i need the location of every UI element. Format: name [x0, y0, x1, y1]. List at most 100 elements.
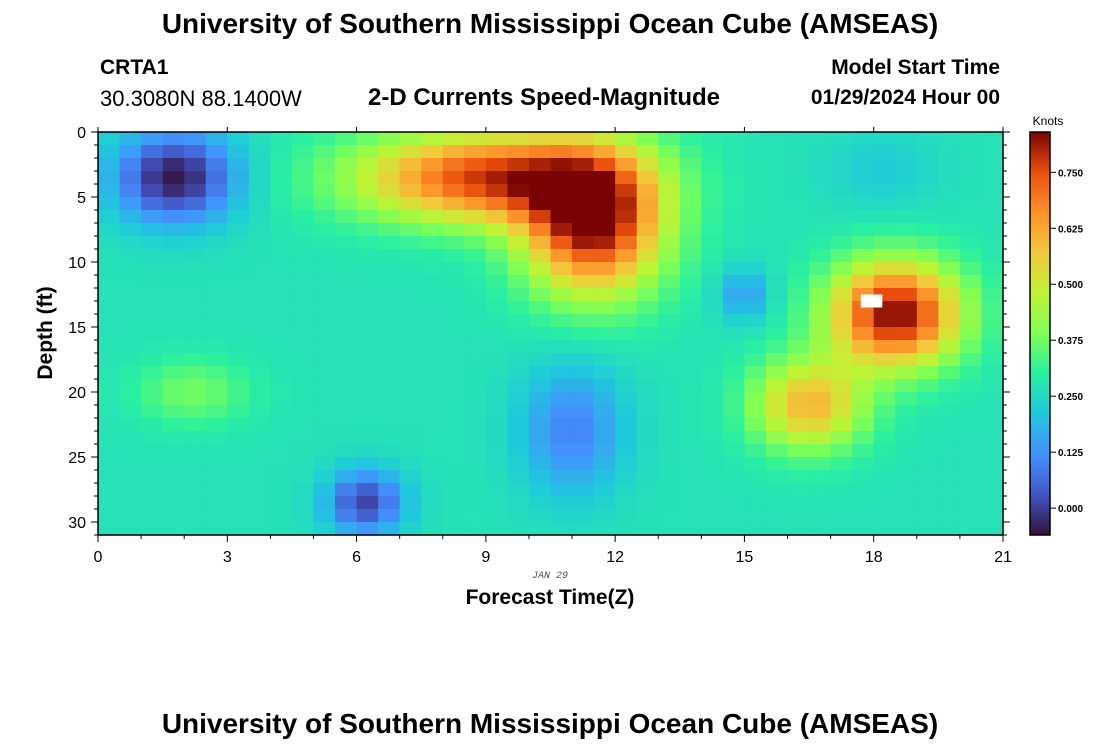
heatmap-cell: [98, 314, 121, 328]
heatmap-cell: [722, 314, 746, 328]
heatmap-cell: [141, 353, 164, 367]
heatmap-cell: [636, 405, 659, 419]
heatmap-cell: [895, 314, 918, 328]
heatmap-cell: [162, 223, 185, 237]
heatmap-cell: [701, 145, 724, 159]
heatmap-cell: [722, 262, 746, 276]
heatmap-cell: [895, 236, 918, 250]
heatmap-cell: [572, 444, 595, 458]
heatmap-cell: [809, 158, 832, 172]
heatmap-cell: [852, 431, 875, 445]
heatmap-cell: [399, 184, 422, 198]
heatmap-cell: [184, 392, 207, 406]
heatmap-cell: [98, 457, 121, 471]
heatmap-cell: [421, 470, 444, 484]
x-tick-label: 6: [352, 549, 361, 566]
heatmap-cell: [830, 431, 853, 445]
heatmap-cell: [615, 210, 638, 224]
heatmap-cell: [141, 145, 164, 159]
heatmap-cell: [852, 522, 875, 536]
heatmap-cell: [636, 301, 659, 315]
heatmap-cell: [722, 288, 746, 302]
heatmap-cell: [270, 314, 293, 328]
heatmap-cell: [895, 470, 918, 484]
heatmap-cell: [141, 184, 164, 198]
heatmap-cell: [658, 301, 681, 315]
heatmap-cell: [162, 158, 185, 172]
heatmap-cell: [830, 197, 853, 211]
heatmap-cell: [959, 210, 983, 224]
heatmap-cell: [636, 145, 659, 159]
heatmap-cell: [399, 379, 422, 393]
heatmap-cell: [593, 223, 616, 237]
heatmap-cell: [507, 145, 530, 159]
heatmap-cell: [744, 353, 767, 367]
heatmap-cell: [959, 171, 983, 185]
heatmap-cell: [335, 431, 358, 445]
heatmap-cell: [442, 470, 465, 484]
heatmap-cell: [485, 145, 509, 159]
heatmap-cell: [270, 132, 293, 146]
heatmap-cell: [550, 366, 573, 380]
heatmap-cell: [378, 275, 401, 289]
heatmap-cell: [227, 483, 250, 497]
heatmap-cell: [916, 522, 939, 536]
heatmap-cell: [615, 145, 638, 159]
heatmap-cell: [227, 405, 250, 419]
heatmap-cell: [658, 392, 681, 406]
heatmap-cell: [981, 262, 1004, 276]
heatmap-cell: [787, 275, 810, 289]
heatmap-cell: [658, 418, 681, 432]
heatmap-cell: [593, 275, 616, 289]
heatmap-cell: [959, 184, 983, 198]
heatmap-cell: [636, 483, 659, 497]
heatmap-cell: [528, 418, 552, 432]
heatmap-cell: [399, 327, 422, 341]
heatmap-cell: [119, 418, 142, 432]
heatmap-cell: [485, 275, 509, 289]
heatmap-cell: [421, 483, 444, 497]
heatmap-cell: [421, 223, 444, 237]
heatmap-cell: [765, 431, 789, 445]
heatmap-cell: [636, 262, 659, 276]
heatmap-cell: [356, 158, 379, 172]
heatmap-cell: [291, 470, 315, 484]
heatmap-cell: [291, 509, 315, 523]
heatmap-cell: [141, 249, 164, 263]
heatmap-cell: [356, 522, 379, 536]
heatmap-cell: [507, 353, 530, 367]
heatmap-cell: [442, 366, 465, 380]
heatmap-cell: [873, 210, 896, 224]
heatmap-cell: [270, 327, 293, 341]
heatmap-cell: [852, 366, 875, 380]
heatmap-cell: [787, 522, 810, 536]
heatmap-cell: [636, 288, 659, 302]
heatmap-cell: [464, 522, 487, 536]
heatmap-cell: [464, 262, 487, 276]
heatmap-cell: [141, 418, 164, 432]
heatmap-cell: [765, 457, 789, 471]
heatmap-cell: [485, 132, 509, 146]
heatmap-cell: [313, 262, 336, 276]
heatmap-cell: [313, 275, 336, 289]
heatmap-cell: [765, 262, 789, 276]
heatmap-cell: [270, 496, 293, 510]
heatmap-cell: [485, 158, 509, 172]
heatmap-cell: [765, 353, 789, 367]
heatmap-cell: [270, 288, 293, 302]
heatmap-cell: [765, 405, 789, 419]
colorbar-tick-label: 0.375: [1058, 336, 1083, 347]
heatmap-cell: [335, 158, 358, 172]
heatmap-cell: [227, 158, 250, 172]
heatmap-cell: [378, 236, 401, 250]
heatmap-cell: [442, 379, 465, 393]
heatmap-cell: [787, 314, 810, 328]
heatmap-cell: [658, 249, 681, 263]
heatmap-cell: [205, 470, 228, 484]
heatmap-cell: [98, 145, 121, 159]
heatmap-cell: [895, 288, 918, 302]
heatmap-cell: [938, 496, 961, 510]
heatmap-cell: [184, 197, 207, 211]
heatmap-cell: [938, 431, 961, 445]
heatmap-cell: [291, 249, 315, 263]
